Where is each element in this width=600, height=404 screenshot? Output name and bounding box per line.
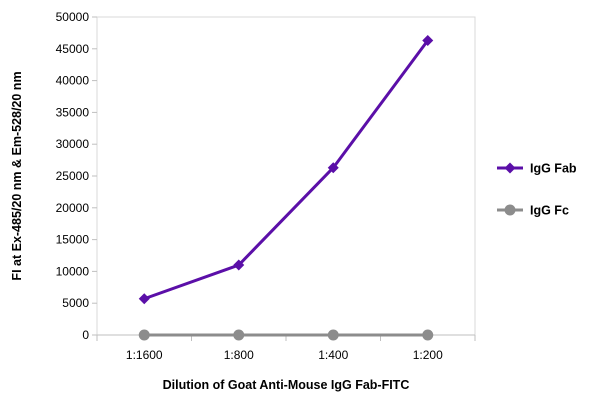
data-point-circle bbox=[422, 329, 434, 341]
y-tick-label: 40000 bbox=[56, 74, 90, 88]
legend: IgG Fab IgG Fc bbox=[497, 162, 577, 218]
x-tick-label: 1:400 bbox=[318, 348, 348, 362]
series-igg-fc bbox=[138, 329, 434, 341]
y-tick-label: 0 bbox=[82, 328, 89, 342]
data-point-circle bbox=[138, 329, 150, 341]
data-point-circle bbox=[504, 204, 516, 216]
series-line bbox=[143, 39, 429, 301]
data-point-circle bbox=[327, 329, 339, 341]
data-point-diamond bbox=[504, 162, 516, 174]
plot-border bbox=[96, 16, 476, 336]
plot-area bbox=[96, 16, 476, 336]
legend-item: IgG Fc bbox=[497, 204, 569, 218]
y-tick-label: 25000 bbox=[56, 169, 90, 183]
x-axis-title: Dilution of Goat Anti-Mouse IgG Fab-FITC bbox=[163, 378, 410, 392]
series-layer bbox=[138, 35, 434, 341]
y-tick-label: 50000 bbox=[56, 10, 90, 24]
y-tick-label: 10000 bbox=[56, 264, 90, 278]
data-point-diamond bbox=[233, 259, 245, 271]
legend-item: IgG Fab bbox=[497, 162, 577, 176]
legend-label: IgG Fc bbox=[530, 204, 569, 218]
x-tick-label: 1:800 bbox=[224, 348, 254, 362]
data-point-circle bbox=[233, 329, 245, 341]
data-point-diamond bbox=[138, 293, 150, 305]
y-tick-label: 15000 bbox=[56, 233, 90, 247]
y-tick-label: 45000 bbox=[56, 42, 90, 56]
legend-label: IgG Fab bbox=[530, 162, 577, 176]
x-tick-label: 1:1600 bbox=[126, 348, 163, 362]
y-axis: 0 5000 10000 15000 20000 25000 30000 35000 40000… bbox=[56, 10, 98, 342]
series-igg-fab bbox=[138, 35, 434, 305]
y-tick-label: 20000 bbox=[56, 201, 90, 215]
x-tick-label: 1:200 bbox=[413, 348, 443, 362]
data-point-diamond bbox=[327, 162, 339, 174]
y-tick-label: 30000 bbox=[56, 137, 90, 151]
y-tick-label: 35000 bbox=[56, 105, 90, 119]
y-axis-title: FI at Ex-485/20 nm & Em-528/20 nm bbox=[10, 71, 24, 280]
x-axis: 1:1600 1:800 1:400 1:200 bbox=[96, 334, 476, 362]
y-tick-label: 5000 bbox=[62, 296, 89, 310]
data-point-diamond bbox=[422, 35, 434, 47]
